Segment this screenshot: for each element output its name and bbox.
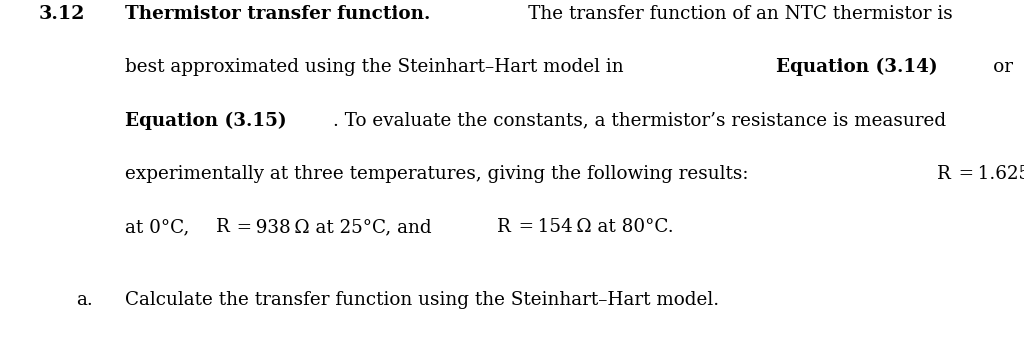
Text: at 0°C,: at 0°C,: [125, 218, 196, 236]
Text: R: R: [937, 165, 951, 183]
Text: 3.12: 3.12: [39, 5, 85, 23]
Text: The transfer function of an NTC thermistor is: The transfer function of an NTC thermist…: [519, 5, 952, 23]
Text: a.: a.: [76, 290, 92, 308]
Text: R: R: [216, 218, 229, 236]
Text: = 1.625 kΩ: = 1.625 kΩ: [955, 165, 1024, 183]
Text: R: R: [498, 218, 511, 236]
Text: Equation (3.14): Equation (3.14): [776, 58, 938, 76]
Text: Thermistor transfer function.: Thermistor transfer function.: [125, 5, 430, 23]
Text: or: or: [984, 58, 1014, 76]
Text: Calculate the transfer function using the Steinhart–Hart model.: Calculate the transfer function using th…: [125, 290, 719, 308]
Text: best approximated using the Steinhart–Hart model in: best approximated using the Steinhart–Ha…: [125, 58, 630, 76]
Text: = 154 Ω at 80°C.: = 154 Ω at 80°C.: [515, 218, 674, 236]
Text: = 938 Ω at 25°C, and: = 938 Ω at 25°C, and: [233, 218, 438, 236]
Text: Equation (3.15): Equation (3.15): [125, 111, 287, 130]
Text: . To evaluate the constants, a thermistor’s resistance is measured: . To evaluate the constants, a thermisto…: [334, 112, 946, 130]
Text: experimentally at three temperatures, giving the following results:: experimentally at three temperatures, gi…: [125, 165, 755, 183]
